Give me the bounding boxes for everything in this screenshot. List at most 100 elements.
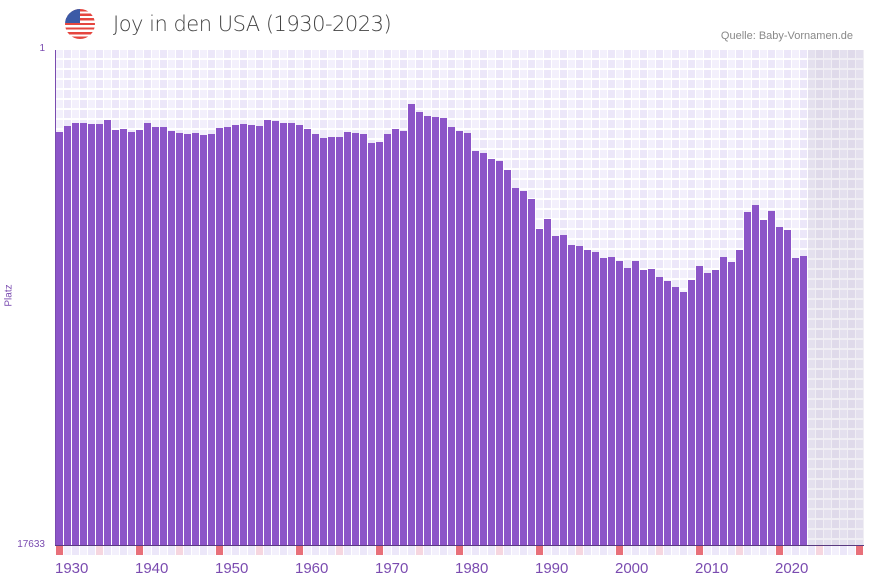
bar-1981[interactable] — [464, 132, 471, 545]
bar-2018[interactable] — [760, 219, 767, 545]
bar-1967[interactable] — [352, 132, 359, 545]
bar-1977[interactable] — [432, 116, 439, 545]
year-marker — [56, 546, 63, 555]
bar-2023[interactable] — [800, 255, 807, 545]
bar-1998[interactable] — [600, 257, 607, 545]
bar-1955[interactable] — [256, 125, 263, 545]
bar-2010[interactable] — [696, 265, 703, 545]
bar-2004[interactable] — [648, 268, 655, 545]
bar-2017[interactable] — [752, 204, 759, 545]
bar-1973[interactable] — [400, 130, 407, 545]
year-marker — [80, 546, 87, 555]
bar-1986[interactable] — [504, 169, 511, 545]
year-marker — [120, 546, 127, 555]
bar-2006[interactable] — [664, 280, 671, 545]
bar-1970[interactable] — [376, 141, 383, 545]
bar-2015[interactable] — [736, 249, 743, 545]
bar-2013[interactable] — [720, 256, 727, 545]
bar-1995[interactable] — [576, 245, 583, 545]
bar-1954[interactable] — [248, 124, 255, 545]
bar-2016[interactable] — [744, 211, 751, 545]
bar-1949[interactable] — [208, 133, 215, 545]
bar-1992[interactable] — [552, 235, 559, 545]
bar-1943[interactable] — [160, 126, 167, 545]
bar-1958[interactable] — [280, 122, 287, 545]
bar-1962[interactable] — [312, 133, 319, 545]
bar-1972[interactable] — [392, 128, 399, 545]
bar-2002[interactable] — [632, 260, 639, 545]
bar-1991[interactable] — [544, 218, 551, 545]
bar-1931[interactable] — [64, 125, 71, 545]
year-marker — [464, 546, 471, 555]
bar-2019[interactable] — [768, 210, 775, 545]
bar-1985[interactable] — [496, 160, 503, 545]
bar-1930[interactable] — [56, 131, 63, 545]
bar-1964[interactable] — [328, 136, 335, 545]
bar-2022[interactable] — [792, 257, 799, 545]
bar-1994[interactable] — [568, 244, 575, 545]
bar-1935[interactable] — [96, 123, 103, 545]
bar-2011[interactable] — [704, 272, 711, 545]
bar-1997[interactable] — [592, 251, 599, 545]
bar-2012[interactable] — [712, 269, 719, 545]
bar-1961[interactable] — [304, 128, 311, 545]
bar-1944[interactable] — [168, 130, 175, 545]
bar-2020[interactable] — [776, 226, 783, 545]
bar-2008[interactable] — [680, 291, 687, 545]
bar-1966[interactable] — [344, 131, 351, 545]
bar-1950[interactable] — [216, 127, 223, 545]
bar-1946[interactable] — [184, 133, 191, 545]
bar-1952[interactable] — [232, 124, 239, 545]
bar-1971[interactable] — [384, 133, 391, 545]
bar-1990[interactable] — [536, 228, 543, 545]
bar-2005[interactable] — [656, 276, 663, 545]
bar-1989[interactable] — [528, 198, 535, 545]
bar-1939[interactable] — [128, 131, 135, 545]
bar-1982[interactable] — [472, 150, 479, 545]
bar-1936[interactable] — [104, 119, 111, 545]
bar-1942[interactable] — [152, 126, 159, 545]
bar-1969[interactable] — [368, 142, 375, 545]
bar-2007[interactable] — [672, 286, 679, 545]
bar-2009[interactable] — [688, 279, 695, 545]
bar-1932[interactable] — [72, 122, 79, 545]
bar-1999[interactable] — [608, 256, 615, 545]
bar-1987[interactable] — [512, 187, 519, 545]
bar-1957[interactable] — [272, 120, 279, 545]
bar-1963[interactable] — [320, 137, 327, 545]
bar-1938[interactable] — [120, 128, 127, 545]
bar-1960[interactable] — [296, 124, 303, 545]
bar-1976[interactable] — [424, 115, 431, 545]
bar-1947[interactable] — [192, 132, 199, 545]
bar-2001[interactable] — [624, 267, 631, 545]
bar-1959[interactable] — [288, 122, 295, 545]
bar-1988[interactable] — [520, 190, 527, 545]
bar-1948[interactable] — [200, 134, 207, 545]
bar-1956[interactable] — [264, 119, 271, 545]
bar-1941[interactable] — [144, 122, 151, 545]
bar-1978[interactable] — [440, 117, 447, 545]
bar-2003[interactable] — [640, 269, 647, 545]
bar-1980[interactable] — [456, 130, 463, 545]
bar-2000[interactable] — [616, 260, 623, 545]
bar-1940[interactable] — [136, 129, 143, 545]
bar-1974[interactable] — [408, 103, 415, 545]
year-marker — [272, 546, 279, 555]
bar-1968[interactable] — [360, 133, 367, 545]
bar-1993[interactable] — [560, 234, 567, 545]
bar-1934[interactable] — [88, 123, 95, 545]
bar-1996[interactable] — [584, 249, 591, 545]
bar-1984[interactable] — [488, 158, 495, 545]
bar-1965[interactable] — [336, 136, 343, 545]
y-axis — [55, 50, 56, 545]
bar-1983[interactable] — [480, 152, 487, 545]
bar-1953[interactable] — [240, 123, 247, 545]
bar-1933[interactable] — [80, 122, 87, 545]
bar-1951[interactable] — [224, 126, 231, 545]
bar-2021[interactable] — [784, 229, 791, 545]
bar-1975[interactable] — [416, 111, 423, 545]
bar-2014[interactable] — [728, 261, 735, 545]
bar-1937[interactable] — [112, 129, 119, 545]
bar-1945[interactable] — [176, 132, 183, 545]
bar-1979[interactable] — [448, 126, 455, 545]
